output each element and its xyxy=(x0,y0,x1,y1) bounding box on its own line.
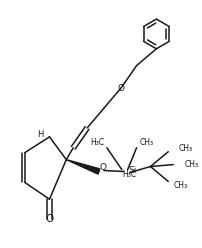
Polygon shape xyxy=(66,160,100,174)
Text: O: O xyxy=(45,214,54,224)
Text: H₃C: H₃C xyxy=(122,170,137,179)
Text: Si: Si xyxy=(129,166,137,175)
Text: CH₃: CH₃ xyxy=(185,160,199,169)
Text: CH₃: CH₃ xyxy=(178,144,192,153)
Text: CH₃: CH₃ xyxy=(173,181,187,190)
Text: O: O xyxy=(99,163,106,172)
Text: CH₃: CH₃ xyxy=(140,138,154,147)
Text: H: H xyxy=(37,130,44,139)
Text: H₃C: H₃C xyxy=(90,138,104,147)
Text: O: O xyxy=(117,84,124,93)
